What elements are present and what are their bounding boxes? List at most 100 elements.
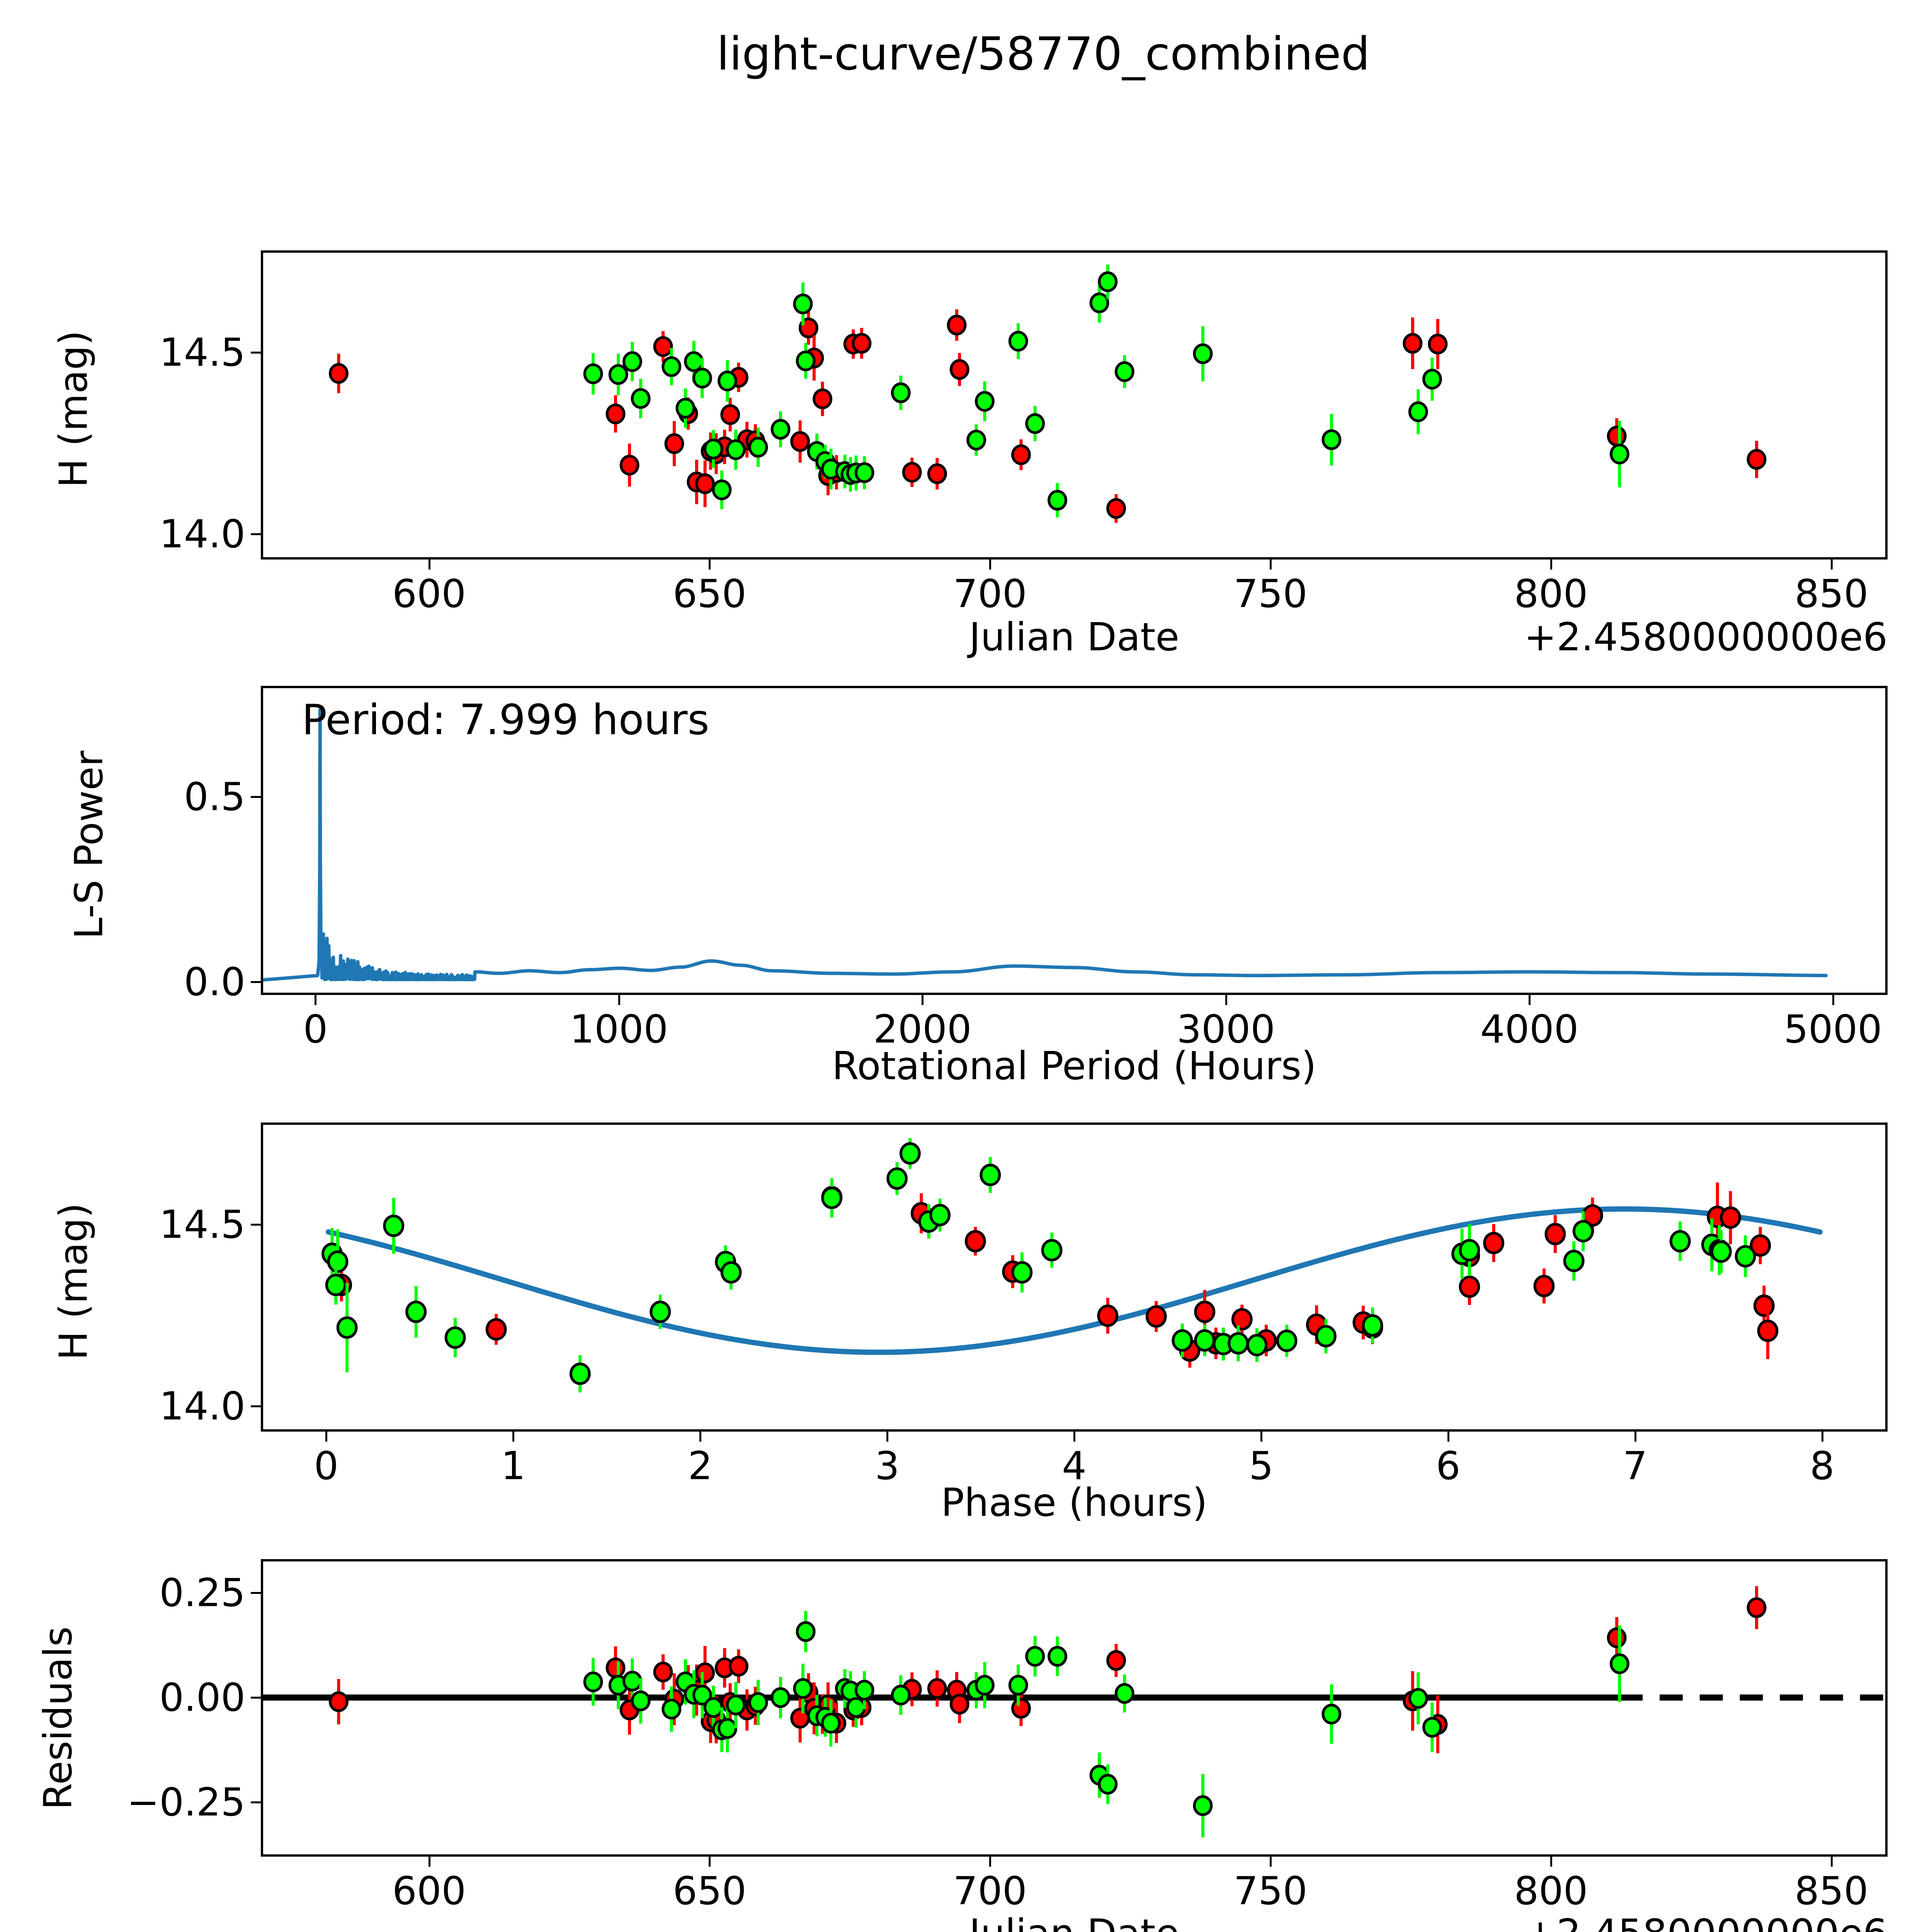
lightcurve-xtick-mark [989, 560, 992, 570]
series-green [583, 1611, 1629, 1838]
sinusoid-fit-line [325, 1206, 1823, 1355]
phasefold-ytick-label: 14.0 [159, 1383, 245, 1429]
lightcurve-ylabel: H (mag) [51, 330, 96, 488]
lightcurve-xtick-mark [709, 560, 711, 570]
phasefold-ylabel: H (mag) [51, 1202, 96, 1361]
phasefold-xtick-label: 3 [875, 1443, 900, 1488]
series-red [328, 309, 1767, 523]
phasefold-xtick-label: 6 [1436, 1443, 1461, 1488]
phasefold-xtick-label: 8 [1810, 1443, 1835, 1488]
phasefold-xtick-mark [1447, 1432, 1449, 1442]
periodogram-xtick-label: 5000 [1784, 1007, 1882, 1052]
periodogram-xtick-mark [618, 995, 620, 1005]
periodogram-xtick-mark [1832, 995, 1834, 1005]
panel-periodogram: Period: 7.999 hours [261, 686, 1888, 995]
residuals-xtick-mark [1550, 1857, 1552, 1867]
phasefold-xtick-mark [886, 1432, 889, 1442]
series-green [321, 1138, 1756, 1393]
lightcurve-xlabel: Julian Date [969, 614, 1179, 660]
periodogram-ytick-mark [251, 796, 261, 798]
phasefold-xtick-mark [699, 1432, 702, 1442]
residuals-xtick-mark [1830, 1857, 1833, 1867]
residuals-xtick-label: 850 [1794, 1868, 1869, 1913]
phasefold-xtick-mark [1073, 1432, 1075, 1442]
residuals-xtick-mark [428, 1857, 430, 1867]
periodogram-plot-area [263, 688, 1885, 993]
lightcurve-xtick-label: 850 [1794, 571, 1869, 616]
residuals-svg [263, 1586, 1885, 1838]
residuals-xtick-label: 800 [1514, 1868, 1588, 1913]
residuals-ytick-mark [251, 1801, 261, 1803]
periodogram-ytick-label: 0.0 [184, 959, 245, 1005]
phasefold-xtick-mark [512, 1432, 515, 1442]
phasefold-svg [321, 1138, 1823, 1393]
periodogram-xtick-mark [1225, 995, 1227, 1005]
lightcurve-ytick-label: 14.0 [159, 511, 245, 557]
panel-lightcurve [261, 250, 1888, 560]
residuals-xtick-mark [709, 1857, 711, 1867]
residuals-xtick-label: 650 [672, 1868, 747, 1913]
periodogram-svg [263, 708, 1828, 982]
lightcurve-xtick-label: 650 [672, 571, 747, 616]
lightcurve-svg [328, 264, 1767, 523]
period-annotation: Period: 7.999 hours [302, 696, 709, 744]
periodogram-xtick-mark [1529, 995, 1531, 1005]
residuals-ytick-mark [251, 1592, 261, 1594]
periodogram-xtick-mark [922, 995, 924, 1005]
lightcurve-ytick-mark [251, 351, 261, 354]
phasefold-plot-area [263, 1125, 1885, 1429]
phasefold-ytick-mark [251, 1223, 261, 1226]
phasefold-xtick-label: 0 [314, 1443, 339, 1488]
residuals-ytick-label: 0.00 [159, 1675, 245, 1720]
residuals-plot-area [263, 1561, 1885, 1854]
periodogram-xtick-mark [315, 995, 317, 1005]
phasefold-ytick-mark [251, 1405, 261, 1408]
phasefold-xtick-label: 1 [501, 1443, 526, 1488]
series-red [328, 1586, 1767, 1753]
phasefold-xtick-label: 2 [688, 1443, 713, 1488]
periodogram-xtick-label: 1000 [570, 1007, 668, 1052]
residuals-ylabel: Residuals [35, 1626, 81, 1810]
residuals-offset-text: +2.4580000000e6 [1192, 1911, 1888, 1932]
periodogram-xtick-label: 2000 [873, 1007, 972, 1052]
periodogram-ytick-label: 0.5 [184, 774, 245, 820]
phasefold-xtick-mark [1634, 1432, 1636, 1442]
phasefold-xtick-label: 4 [1062, 1443, 1087, 1488]
periodogram-line [263, 708, 1828, 982]
phasefold-xtick-label: 5 [1249, 1443, 1274, 1488]
lightcurve-xtick-mark [1550, 560, 1552, 570]
residuals-xtick-mark [989, 1857, 992, 1867]
periodogram-xtick-label: 3000 [1177, 1007, 1275, 1052]
residuals-xtick-mark [1270, 1857, 1272, 1867]
phasefold-xtick-mark [1821, 1432, 1823, 1442]
lightcurve-xtick-label: 800 [1514, 571, 1588, 616]
panel-residuals [261, 1559, 1888, 1857]
series-red [331, 1180, 1779, 1368]
lightcurve-xtick-mark [1830, 560, 1833, 570]
lightcurve-plot-area [263, 253, 1885, 557]
phasefold-xlabel: Phase (hours) [941, 1480, 1208, 1525]
phasefold-xtick-label: 7 [1622, 1443, 1648, 1488]
residuals-ytick-mark [251, 1696, 261, 1699]
lightcurve-xtick-label: 750 [1233, 571, 1308, 616]
periodogram-ytick-mark [251, 981, 261, 983]
panel-phasefold [261, 1122, 1888, 1432]
phasefold-xtick-mark [325, 1432, 328, 1442]
residuals-xlabel: Julian Date [261, 1911, 1888, 1932]
periodogram-xtick-label: 0 [303, 1007, 328, 1052]
lightcurve-ytick-mark [251, 533, 261, 536]
periodogram-ylabel: L-S Power [66, 750, 112, 939]
residuals-xtick-label: 750 [1233, 1868, 1308, 1913]
periodogram-xlabel: Rotational Period (Hours) [832, 1043, 1316, 1088]
residuals-ytick-label: 0.25 [159, 1570, 245, 1616]
residuals-xtick-label: 700 [953, 1868, 1027, 1913]
lightcurve-xtick-mark [1270, 560, 1272, 570]
lightcurve-offset-text: +2.4580000000e6 [1524, 614, 1888, 660]
page-title: light-curve/58770_combined [716, 27, 1370, 80]
lightcurve-xtick-mark [428, 560, 430, 570]
series-green [583, 264, 1629, 518]
lightcurve-xtick-label: 700 [953, 571, 1027, 616]
residuals-xtick-label: 600 [392, 1868, 466, 1913]
phasefold-xtick-mark [1260, 1432, 1262, 1442]
